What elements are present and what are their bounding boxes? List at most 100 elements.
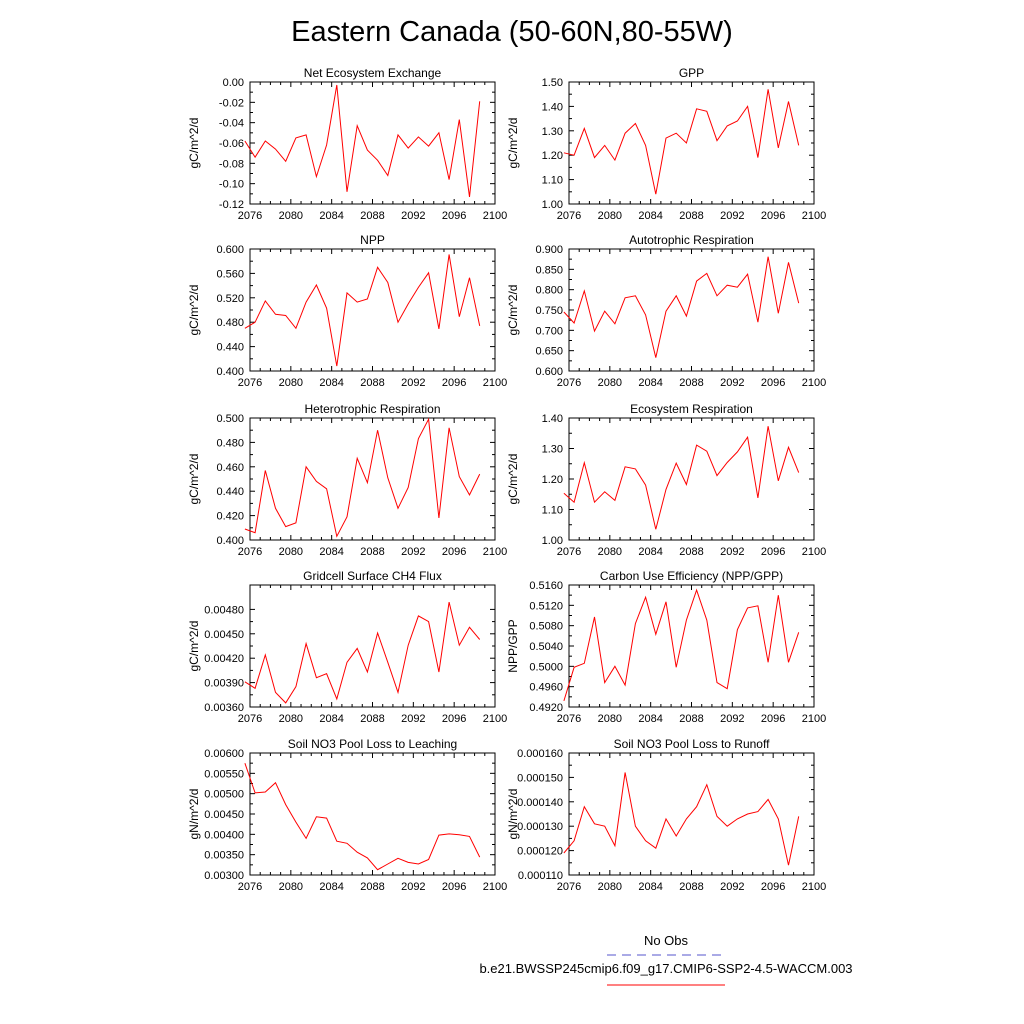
y-tick-label: -0.08 [219,158,244,170]
x-tick-label: 2080 [598,881,622,893]
x-tick-label: 2076 [238,546,262,558]
x-tick-label: 2088 [679,546,703,558]
y-tick-label: 0.00600 [204,748,244,760]
y-tick-label: 0.00450 [204,809,244,821]
y-tick-label: 0.520 [216,293,244,305]
series-line [244,254,481,367]
y-tick-label: 1.30 [542,444,563,456]
chart-title: Heterotrophic Respiration [304,402,440,416]
y-axis-label: gN/m^2/d [506,789,520,840]
x-tick-label: 2096 [442,210,466,222]
x-tick-label: 2084 [638,377,662,389]
y-axis-label: gC/m^2/d [506,454,520,505]
y-tick-label: 0.5040 [529,641,563,653]
x-tick-label: 2084 [319,713,343,725]
y-axis-label: gC/m^2/d [506,118,520,169]
plot-frame [249,417,496,541]
y-axis-label: gC/m^2/d [187,621,201,672]
y-axis-label: gC/m^2/d [187,285,201,336]
x-tick-label: 2076 [238,377,262,389]
chart-panel: Soil NO3 Pool Loss to Runoff gN/m^2/d 2076… [506,737,826,893]
x-tick-label: 2096 [761,546,785,558]
y-tick-label: 0.480 [216,317,244,329]
y-tick-label: -0.12 [219,199,244,211]
y-tick-label: 0.00350 [204,850,244,862]
x-tick-label: 2092 [720,713,744,725]
x-tick-label: 2076 [238,881,262,893]
x-tick-label: 2100 [802,881,826,893]
x-tick-label: 2088 [360,881,384,893]
chart-title: GPP [679,66,704,80]
y-tick-label: 0.4920 [529,702,563,714]
x-tick-label: 2076 [238,713,262,725]
x-tick-label: 2088 [360,546,384,558]
y-tick-label: 0.480 [216,437,244,449]
y-tick-label: 0.000120 [517,846,563,858]
legend-obs-label: No Obs [644,933,689,948]
x-tick-label: 2084 [638,210,662,222]
y-tick-label: 0.440 [216,342,244,354]
chart-panel: Ecosystem Respiration gC/m^2/d 2076 2080 208… [506,402,826,558]
y-tick-label: 0.5160 [529,580,563,592]
series-line [563,772,800,866]
y-tick-label: 0.700 [535,325,563,337]
x-tick-label: 2076 [238,210,262,222]
chart-title: Gridcell Surface CH4 Flux [303,569,442,583]
x-tick-label: 2088 [360,210,384,222]
y-axis-label: gC/m^2/d [187,118,201,169]
x-tick-label: 2084 [319,881,343,893]
x-tick-label: 2092 [401,881,425,893]
chart-panel: Autotrophic Respiration gC/m^2/d 2076 2080 2… [506,233,826,389]
y-tick-label: 0.00450 [204,629,244,641]
y-tick-label: 0.650 [535,346,563,358]
x-tick-label: 2100 [802,546,826,558]
y-axis-label: gC/m^2/d [187,454,201,505]
y-tick-label: 0.00420 [204,653,244,665]
chart-panel: Net Ecosystem Exchange gC/m^2/d 2076 2080 20… [187,66,507,222]
x-tick-label: 2076 [557,210,581,222]
x-tick-label: 2076 [557,546,581,558]
y-tick-label: 0.000160 [517,748,563,760]
x-tick-label: 2096 [761,377,785,389]
y-tick-label: 0.00400 [204,829,244,841]
y-tick-label: 1.10 [542,175,563,187]
x-tick-label: 2080 [598,546,622,558]
x-tick-label: 2096 [442,546,466,558]
x-tick-label: 2100 [483,210,507,222]
x-tick-label: 2088 [679,713,703,725]
x-tick-label: 2100 [483,546,507,558]
series-line [563,588,800,702]
x-tick-label: 2080 [598,377,622,389]
x-tick-label: 2100 [802,377,826,389]
y-tick-label: 0.420 [216,511,244,523]
x-tick-label: 2100 [483,713,507,725]
chart-panel: Heterotrophic Respiration gC/m^2/d 2076 208… [187,402,507,558]
x-tick-label: 2084 [319,377,343,389]
x-tick-label: 2092 [401,713,425,725]
x-tick-label: 2096 [442,713,466,725]
x-tick-label: 2100 [802,210,826,222]
x-tick-label: 2084 [638,713,662,725]
y-tick-label: 0.600 [535,366,563,378]
y-tick-label: 0.000140 [517,797,563,809]
y-tick-label: 0.440 [216,486,244,498]
y-tick-label: 0.400 [216,366,244,378]
x-tick-label: 2080 [279,713,303,725]
x-tick-label: 2092 [720,210,744,222]
y-tick-label: 0.00390 [204,678,244,690]
plot-frame [568,417,815,541]
x-tick-label: 2076 [557,377,581,389]
x-tick-label: 2088 [360,713,384,725]
x-tick-label: 2088 [360,377,384,389]
x-tick-label: 2092 [401,210,425,222]
y-tick-label: 1.50 [542,77,563,89]
y-tick-label: -0.02 [219,97,244,109]
y-tick-label: 0.000150 [517,772,563,784]
chart-panel: GPP gC/m^2/d 2076 2080 2084 2088 2092 2096 2100 1… [506,66,826,222]
x-tick-label: 2080 [279,546,303,558]
x-tick-label: 2092 [720,377,744,389]
y-tick-label: 0.750 [535,305,563,317]
y-tick-label: 1.20 [542,150,563,162]
x-tick-label: 2084 [319,210,343,222]
